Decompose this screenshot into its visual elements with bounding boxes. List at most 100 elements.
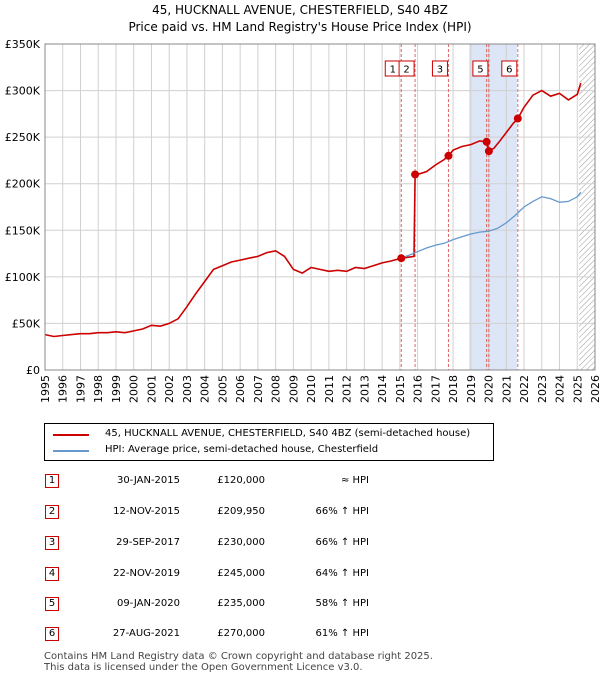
legend-item-property: 45, HUCKNALL AVENUE, CHESTERFIELD, S40 4… (53, 428, 483, 442)
legend-item-hpi: HPI: Average price, semi-detached house,… (53, 444, 483, 458)
sale-price: £245,000 (217, 568, 265, 579)
x-tick-label: 2004 (199, 375, 212, 403)
x-tick-label: 2022 (518, 375, 531, 403)
sale-point (397, 254, 406, 263)
footer-licence: This data is licensed under the Open Gov… (44, 662, 363, 673)
x-tick-label: 2021 (500, 375, 513, 403)
sale-price: £209,950 (217, 506, 265, 517)
x-tick-label: 2020 (483, 375, 496, 403)
sale-date: 27-AUG-2021 (112, 628, 180, 639)
footer: Contains HM Land Registry data © Crown c… (44, 651, 433, 673)
legend: 45, HUCKNALL AVENUE, CHESTERFIELD, S40 4… (44, 423, 494, 461)
sale-point (444, 151, 453, 160)
y-tick-label: £150K (5, 224, 41, 237)
x-tick-label: 2026 (589, 375, 600, 403)
sale-label-text: 2 (403, 65, 409, 76)
sale-point (482, 137, 491, 146)
x-tick-label: 2017 (429, 375, 442, 403)
x-tick-label: 2002 (163, 375, 176, 403)
x-tick-label: 2016 (412, 375, 425, 403)
x-tick-label: 2023 (536, 375, 549, 403)
x-tick-label: 1998 (92, 375, 105, 403)
x-tick-label: 2011 (323, 375, 336, 403)
plot-frame (44, 43, 596, 371)
price-chart: 45, HUCKNALL AVENUE, CHESTERFIELD, S40 4… (5, 3, 600, 403)
x-tick-label: 2025 (571, 375, 584, 403)
sale-period-shade (469, 44, 517, 370)
table-row: 4 22-NOV-2019 £245,000 64% ↑ HPI (0, 565, 600, 585)
x-tick-label: 2009 (287, 375, 300, 403)
sale-point (411, 170, 420, 179)
sale-label-text: 1 (390, 65, 396, 76)
sale-label-box (501, 60, 518, 77)
sale-date: 12-NOV-2015 (113, 506, 180, 517)
sale-number: 3 (45, 536, 59, 550)
sale-date: 29-SEP-2017 (116, 537, 180, 548)
x-tick-label: 2012 (341, 375, 354, 403)
x-tick-label: 2010 (305, 375, 318, 403)
sale-number: 2 (45, 505, 59, 519)
y-tick-label: £100K (5, 271, 41, 284)
sale-label-text: 3 (437, 65, 443, 76)
x-tick-label: 2007 (252, 375, 265, 403)
x-tick-label: 1997 (74, 375, 87, 403)
forecast-hatch (579, 44, 595, 370)
sale-price: £230,000 (217, 537, 265, 548)
series-line-property (44, 82, 582, 338)
sale-point (513, 114, 522, 123)
y-tick-label: £50K (12, 317, 41, 330)
legend-label-property: 45, HUCKNALL AVENUE, CHESTERFIELD, S40 4… (105, 428, 471, 439)
y-tick-label: £350K (5, 38, 41, 51)
sale-hpi-relation: ≈ HPI (340, 475, 369, 486)
x-tick-label: 1999 (110, 375, 123, 403)
x-tick-label: 2001 (145, 375, 158, 403)
footer-copyright: Contains HM Land Registry data © Crown c… (44, 651, 433, 662)
x-tick-label: 2006 (234, 375, 247, 403)
sale-hpi-relation: 66% ↑ HPI (315, 506, 369, 517)
table-row: 3 29-SEP-2017 £230,000 66% ↑ HPI (0, 534, 600, 554)
sale-hpi-relation: 61% ↑ HPI (315, 628, 369, 639)
sale-number: 4 (45, 567, 59, 581)
table-row: 6 27-AUG-2021 £270,000 61% ↑ HPI (0, 625, 600, 645)
y-tick-label: £300K (5, 85, 41, 98)
sale-number: 6 (45, 627, 59, 641)
y-tick-label: £200K (5, 178, 41, 191)
sale-point (484, 147, 493, 156)
x-tick-label: 2024 (554, 375, 567, 403)
series-line-hpi (399, 191, 582, 259)
table-row: 2 12-NOV-2015 £209,950 66% ↑ HPI (0, 503, 600, 523)
sale-label-text: 5 (477, 65, 483, 76)
y-tick-label: £0 (26, 364, 40, 377)
x-tick-label: 2008 (270, 375, 283, 403)
sale-hpi-relation: 58% ↑ HPI (315, 598, 369, 609)
legend-swatch-hpi (53, 450, 89, 452)
sale-price: £270,000 (217, 628, 265, 639)
sale-date: 09-JAN-2020 (116, 598, 180, 609)
sale-date: 30-JAN-2015 (116, 475, 180, 486)
sale-label-box (398, 60, 415, 77)
sale-hpi-relation: 66% ↑ HPI (315, 537, 369, 548)
x-tick-label: 2014 (376, 375, 389, 403)
chart-subtitle: Price paid vs. HM Land Registry's House … (128, 20, 471, 34)
sale-label-text: 6 (506, 65, 512, 76)
legend-swatch-property (53, 434, 89, 436)
sale-label-box (472, 60, 489, 77)
table-row: 5 09-JAN-2020 £235,000 58% ↑ HPI (0, 595, 600, 615)
legend-label-hpi: HPI: Average price, semi-detached house,… (105, 444, 379, 455)
y-tick-label: £250K (5, 131, 41, 144)
table-row: 1 30-JAN-2015 £120,000 ≈ HPI (0, 472, 600, 492)
x-tick-label: 2000 (128, 375, 141, 403)
chart-title: 45, HUCKNALL AVENUE, CHESTERFIELD, S40 4… (152, 3, 448, 17)
x-tick-label: 2003 (181, 375, 194, 403)
x-tick-label: 2019 (465, 375, 478, 403)
sale-price: £120,000 (217, 475, 265, 486)
sale-price: £235,000 (217, 598, 265, 609)
sale-number: 5 (45, 597, 59, 611)
x-tick-label: 2018 (447, 375, 460, 403)
sale-hpi-relation: 64% ↑ HPI (315, 568, 369, 579)
sale-label-box (431, 60, 448, 77)
x-tick-label: 1995 (39, 375, 52, 403)
x-tick-label: 2015 (394, 375, 407, 403)
x-tick-label: 2013 (358, 375, 371, 403)
sale-date: 22-NOV-2019 (113, 568, 180, 579)
